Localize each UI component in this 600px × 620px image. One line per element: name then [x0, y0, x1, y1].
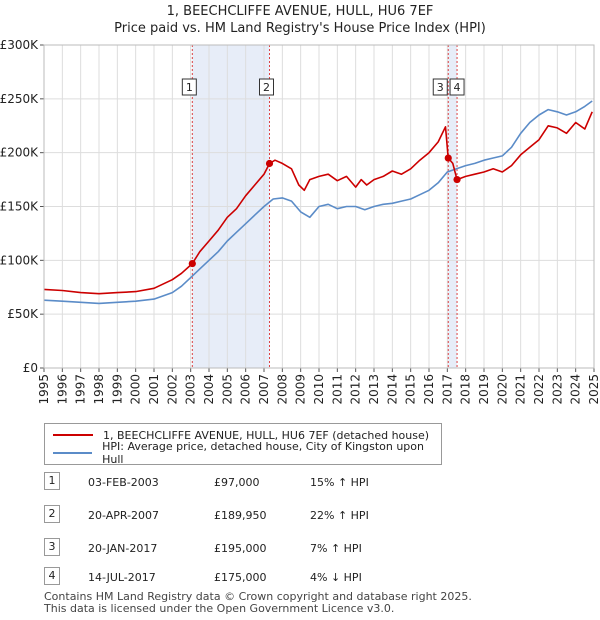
- sale-vertical-lines: [191, 45, 458, 368]
- sale-marker-number: 2: [263, 81, 270, 94]
- sale-dot: [265, 159, 274, 168]
- sale-number-badge: 4: [44, 567, 60, 585]
- x-tick-label: 2002: [165, 374, 179, 405]
- sale-row: 4 14-JUL-2017 £175,000 4% ↓ HPI: [44, 567, 444, 589]
- sale-row: 1 03-FEB-2003 £97,000 15% ↑ HPI: [44, 472, 444, 494]
- y-tick-label: £150K: [0, 200, 39, 214]
- x-tick-label: 2022: [532, 374, 546, 405]
- sale-marker-box: [449, 78, 465, 96]
- x-tick-label: 2011: [330, 374, 344, 405]
- y-tick-label: £300K: [0, 38, 39, 52]
- sale-marker-number: 1: [186, 81, 193, 94]
- sale-price: £189,950: [214, 509, 267, 522]
- y-axis-ticks: £0 £50K £100K £150K £200K £250K £300K: [0, 38, 44, 375]
- footer-copyright: Contains HM Land Registry data © Crown c…: [44, 590, 472, 603]
- x-tick-label: 2023: [550, 374, 564, 405]
- x-tick-label: 2016: [422, 374, 436, 405]
- x-tick-label: 2007: [257, 374, 271, 405]
- x-tick-label: 2013: [367, 374, 381, 405]
- x-tick-label: 2018: [459, 374, 473, 405]
- legend-swatch-hpi: [53, 452, 93, 454]
- property-price-line: [43, 111, 593, 295]
- x-tick-label: 2021: [514, 374, 528, 405]
- x-tick-label: 1995: [37, 374, 51, 405]
- sale-price: £195,000: [214, 542, 267, 555]
- sale-marker-label: 4: [449, 78, 465, 96]
- sale-number-badge: 3: [44, 538, 60, 556]
- legend-item-property: 1, BEECHCLIFFE AVENUE, HULL, HU6 7EF (de…: [53, 427, 429, 443]
- footer-licence: This data is licensed under the Open Gov…: [44, 602, 395, 615]
- x-tick-label: 2015: [404, 374, 418, 405]
- hpi-line: [43, 100, 593, 305]
- sale-marker-label: 3: [432, 78, 448, 96]
- sale-marker-number: 3: [437, 81, 444, 94]
- sale-marker-box: [432, 78, 448, 96]
- sale-hpi-diff: 4% ↓ HPI: [310, 571, 362, 584]
- y-tick-label: £50K: [7, 307, 39, 321]
- x-tick-label: 2009: [294, 374, 308, 405]
- sale-marker-box: [259, 78, 274, 96]
- sale-row: 3 20-JAN-2017 £195,000 7% ↑ HPI: [44, 538, 444, 560]
- series-lines: [43, 100, 593, 305]
- y-tick-label: £0: [23, 361, 38, 375]
- sale-hpi-diff: 7% ↑ HPI: [310, 542, 362, 555]
- sale-dot: [444, 154, 452, 162]
- x-tick-label: 1998: [92, 374, 106, 405]
- x-tick-label: 2010: [312, 374, 326, 405]
- x-tick-label: 2020: [495, 374, 509, 405]
- sale-price: £97,000: [214, 476, 260, 489]
- x-tick-label: 2003: [184, 374, 198, 405]
- legend-label-property: 1, BEECHCLIFFE AVENUE, HULL, HU6 7EF (de…: [103, 428, 430, 442]
- sale-date: 20-APR-2007: [88, 509, 160, 522]
- x-tick-label: 1999: [110, 374, 124, 405]
- sale-number-badge: 2: [44, 505, 60, 523]
- x-tick-label: 2008: [275, 374, 289, 405]
- x-tick-label: 2024: [569, 374, 583, 405]
- x-tick-label: 1996: [55, 374, 69, 405]
- sale-hpi-diff: 15% ↑ HPI: [310, 476, 369, 489]
- sale-marker-label: 1: [181, 78, 197, 96]
- x-tick-label: 2006: [239, 374, 253, 405]
- sale-marker-number: 4: [454, 81, 461, 94]
- x-tick-label: 2000: [129, 374, 143, 405]
- y-tick-label: £100K: [0, 253, 39, 267]
- sale-marker-label: 2: [259, 78, 274, 96]
- x-tick-label: 2004: [202, 374, 216, 405]
- x-tick-label: 2012: [349, 374, 363, 405]
- plot-frame: [43, 44, 595, 369]
- y-tick-label: £250K: [0, 92, 39, 106]
- sale-number-badge: 1: [44, 472, 60, 490]
- sale-hpi-diff: 22% ↑ HPI: [310, 509, 369, 522]
- legend-swatch-property: [53, 434, 93, 436]
- legend-item-hpi: HPI: Average price, detached house, City…: [53, 440, 441, 466]
- x-tick-label: 2014: [385, 374, 399, 405]
- sale-price: £175,000: [214, 571, 267, 584]
- chart-title: 1, BEECHCLIFFE AVENUE, HULL, HU6 7EF: [166, 4, 434, 19]
- sale-date: 03-FEB-2003: [88, 476, 159, 489]
- legend-label-hpi: HPI: Average price, detached house, City…: [102, 440, 424, 466]
- sale-dot: [188, 259, 196, 268]
- sale-marker-box: [181, 78, 197, 96]
- x-tick-label: 2001: [147, 374, 161, 405]
- x-tick-label: 2025: [587, 374, 600, 405]
- sale-date: 14-JUL-2017: [88, 571, 156, 584]
- x-tick-label: 1997: [74, 374, 88, 405]
- sale-row: 2 20-APR-2007 £189,950 22% ↑ HPI: [44, 505, 444, 527]
- chart-subtitle: Price paid vs. HM Land Registry's House …: [114, 21, 486, 36]
- x-axis-ticks: 1995 1996 1997 1998 1999 2000 2001 2002 2003 2004…: [37, 368, 600, 405]
- x-tick-label: 2017: [440, 374, 454, 405]
- x-tick-label: 2005: [220, 374, 234, 405]
- y-tick-label: £200K: [0, 146, 39, 160]
- sale-date: 20-JAN-2017: [88, 542, 158, 555]
- legend: 1, BEECHCLIFFE AVENUE, HULL, HU6 7EF (de…: [44, 423, 442, 466]
- sale-dots: [188, 154, 461, 268]
- x-tick-label: 2019: [477, 374, 491, 405]
- sale-dot: [453, 175, 461, 184]
